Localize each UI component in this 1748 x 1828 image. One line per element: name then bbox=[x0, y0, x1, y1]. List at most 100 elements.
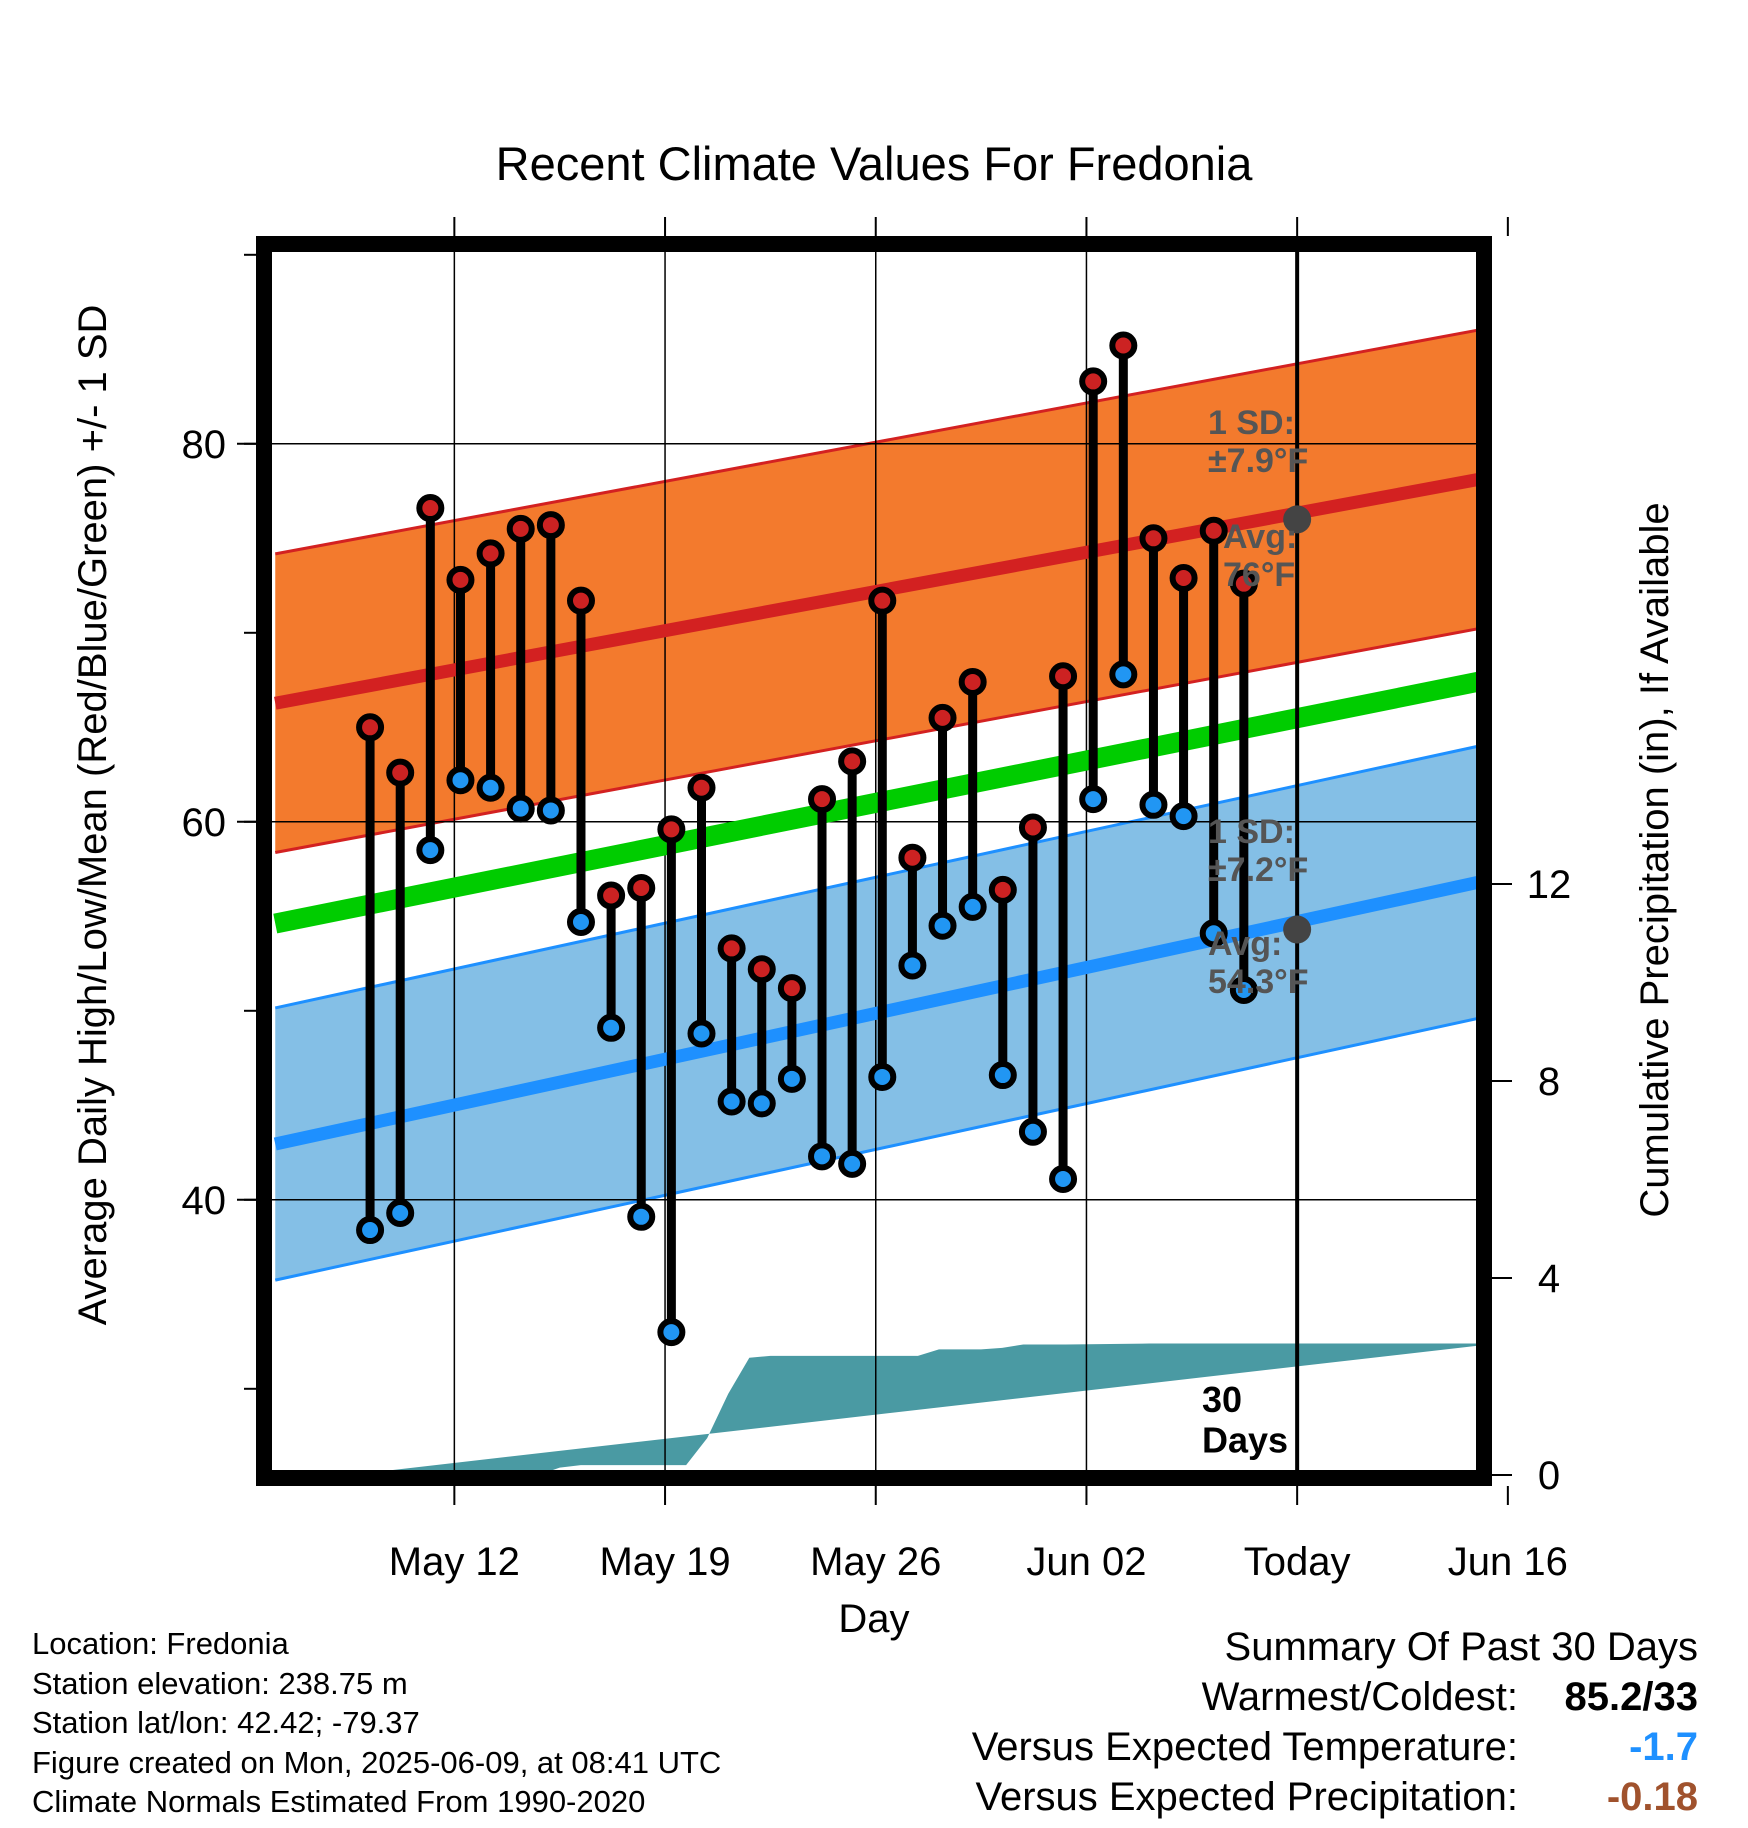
low-sd-annotation-line: ±7.2°F bbox=[1208, 851, 1308, 889]
x-tick-label: May 19 bbox=[599, 1540, 730, 1584]
daily-high-point bbox=[1018, 813, 1047, 842]
precip-row: Versus Expected Precipitation: -0.18 bbox=[972, 1772, 1698, 1822]
daily-low-point bbox=[717, 1087, 746, 1116]
low-avg-annotation: Avg: 54.3°F bbox=[1208, 925, 1309, 1001]
daily-low-point bbox=[446, 766, 475, 795]
temp-label: Versus Expected Temperature: bbox=[971, 1725, 1518, 1769]
daily-low-point bbox=[1229, 976, 1258, 1005]
daily-high-point bbox=[1229, 569, 1258, 598]
y2-tick-label: 4 bbox=[1538, 1257, 1560, 1301]
daily-low-point bbox=[597, 1013, 626, 1042]
precip-area bbox=[349, 1343, 1484, 1475]
x-tick-label: Today bbox=[1244, 1540, 1351, 1584]
daily-high-point bbox=[717, 934, 746, 963]
daily-low-point bbox=[386, 1199, 415, 1228]
y2-axis-label: Cumulative Precipitation (in), If Availa… bbox=[1633, 502, 1677, 1217]
daily-high-point bbox=[566, 586, 595, 615]
daily-high-point bbox=[868, 586, 897, 615]
daily-low-point bbox=[476, 773, 505, 802]
daily-low-point bbox=[627, 1202, 656, 1231]
daily-low-point bbox=[898, 951, 927, 980]
daily-high-point bbox=[476, 539, 505, 568]
y-tick-label: 60 bbox=[182, 801, 227, 845]
created-text: Figure created on Mon, 2025-06-09, at 08… bbox=[32, 1744, 722, 1780]
x-tick-label: Jun 16 bbox=[1448, 1540, 1568, 1584]
daily-high-point bbox=[808, 785, 837, 814]
x-axis-label: Day bbox=[838, 1597, 909, 1641]
daily-low-point bbox=[747, 1089, 776, 1118]
daily-low-point bbox=[1109, 660, 1138, 689]
daily-high-point bbox=[1139, 524, 1168, 553]
temp-value: -1.7 bbox=[1629, 1725, 1698, 1769]
today-high-avg-marker bbox=[1283, 505, 1312, 534]
high-sd-annotation-line: 1 SD: bbox=[1208, 404, 1295, 442]
daily-high-point bbox=[1049, 662, 1078, 691]
daily-high-point bbox=[506, 514, 535, 543]
today-low-avg-marker bbox=[1283, 915, 1312, 944]
daily-high-point bbox=[356, 713, 385, 742]
daily-high-point bbox=[597, 881, 626, 910]
daily-high-point bbox=[416, 494, 445, 523]
daily-high-point bbox=[1079, 367, 1108, 396]
high-sd-annotation-line: ±7.9°F bbox=[1208, 442, 1308, 480]
x-tick-label: May 12 bbox=[389, 1540, 520, 1584]
daily-low-point bbox=[657, 1318, 686, 1347]
daily-high-point bbox=[898, 843, 927, 872]
plot-area bbox=[264, 244, 1484, 1478]
latlon-text: Station lat/lon: 42.42; -79.37 bbox=[32, 1705, 420, 1740]
x-tick-label: Jun 02 bbox=[1026, 1540, 1146, 1584]
daily-low-point bbox=[988, 1061, 1017, 1090]
daily-high-point bbox=[1109, 331, 1138, 360]
high-avg-annotation: Avg: 76°F bbox=[1223, 518, 1297, 594]
daily-low-point bbox=[416, 836, 445, 865]
y2-tick-label: 8 bbox=[1538, 1060, 1560, 1104]
summary-heading: Summary Of Past 30 Days bbox=[1224, 1625, 1698, 1669]
daily-low-point bbox=[1079, 785, 1108, 814]
daily-low-point bbox=[958, 892, 987, 921]
daily-high-point bbox=[928, 703, 957, 732]
plot-frame bbox=[256, 236, 1492, 1486]
daily-high-point bbox=[747, 955, 776, 984]
location-text: Location: Fredonia bbox=[32, 1626, 289, 1661]
normals-text: Climate Normals Estimated From 1990-2020 bbox=[32, 1784, 646, 1819]
y2-tick-label: 12 bbox=[1527, 863, 1572, 907]
daily-low-point bbox=[868, 1062, 897, 1091]
daily-high-point bbox=[627, 873, 656, 902]
low-avg-annotation-line: Avg: bbox=[1208, 925, 1282, 963]
warmest-value: 85.2/33 bbox=[1564, 1675, 1698, 1719]
daily-low-point bbox=[928, 911, 957, 940]
y2-tick-label: 0 bbox=[1538, 1454, 1560, 1498]
daily-high-point bbox=[958, 667, 987, 696]
low-band-lower-edge bbox=[274, 1015, 1484, 1282]
daily-low-point bbox=[808, 1142, 837, 1171]
daily-low-point bbox=[356, 1216, 385, 1245]
daily-low-point bbox=[838, 1149, 867, 1178]
precip-label: Versus Expected Precipitation: bbox=[975, 1775, 1518, 1819]
warmest-label: Warmest/Coldest: bbox=[1201, 1675, 1518, 1719]
days-annotation-line: Days bbox=[1202, 1419, 1288, 1460]
station-info: Location: Fredonia Station elevation: 23… bbox=[32, 1624, 721, 1822]
low-sd-annotation: 1 SD: ±7.2°F bbox=[1208, 813, 1308, 889]
high-sd-annotation: 1 SD: ±7.9°F bbox=[1208, 404, 1308, 480]
daily-low-point bbox=[566, 907, 595, 936]
daily-high-point bbox=[687, 773, 716, 802]
x-tick-label: May 26 bbox=[810, 1540, 941, 1584]
daily-high-point bbox=[988, 875, 1017, 904]
days-annotation-line: 30 bbox=[1202, 1379, 1242, 1420]
daily-high-point bbox=[657, 815, 686, 844]
daily-low-point bbox=[1018, 1117, 1047, 1146]
daily-low-point bbox=[1049, 1165, 1078, 1194]
y-tick-label: 80 bbox=[182, 423, 227, 467]
low-avg-annotation-line: 54.3°F bbox=[1208, 963, 1309, 1001]
high-avg-annotation-line: Avg: bbox=[1223, 518, 1297, 556]
daily-high-point bbox=[446, 565, 475, 594]
daily-high-point bbox=[838, 747, 867, 776]
daily-high-point bbox=[777, 974, 806, 1003]
elevation-text: Station elevation: 238.75 m bbox=[32, 1665, 408, 1701]
y-tick-label: 40 bbox=[182, 1179, 227, 1223]
precip-value: -0.18 bbox=[1606, 1775, 1698, 1819]
days-annotation: 30 Days bbox=[1202, 1379, 1288, 1460]
daily-low-point bbox=[777, 1064, 806, 1093]
daily-low-point bbox=[506, 794, 535, 823]
summary-panel: Summary Of Past 30 Days Warmest/Coldest:… bbox=[972, 1622, 1698, 1822]
